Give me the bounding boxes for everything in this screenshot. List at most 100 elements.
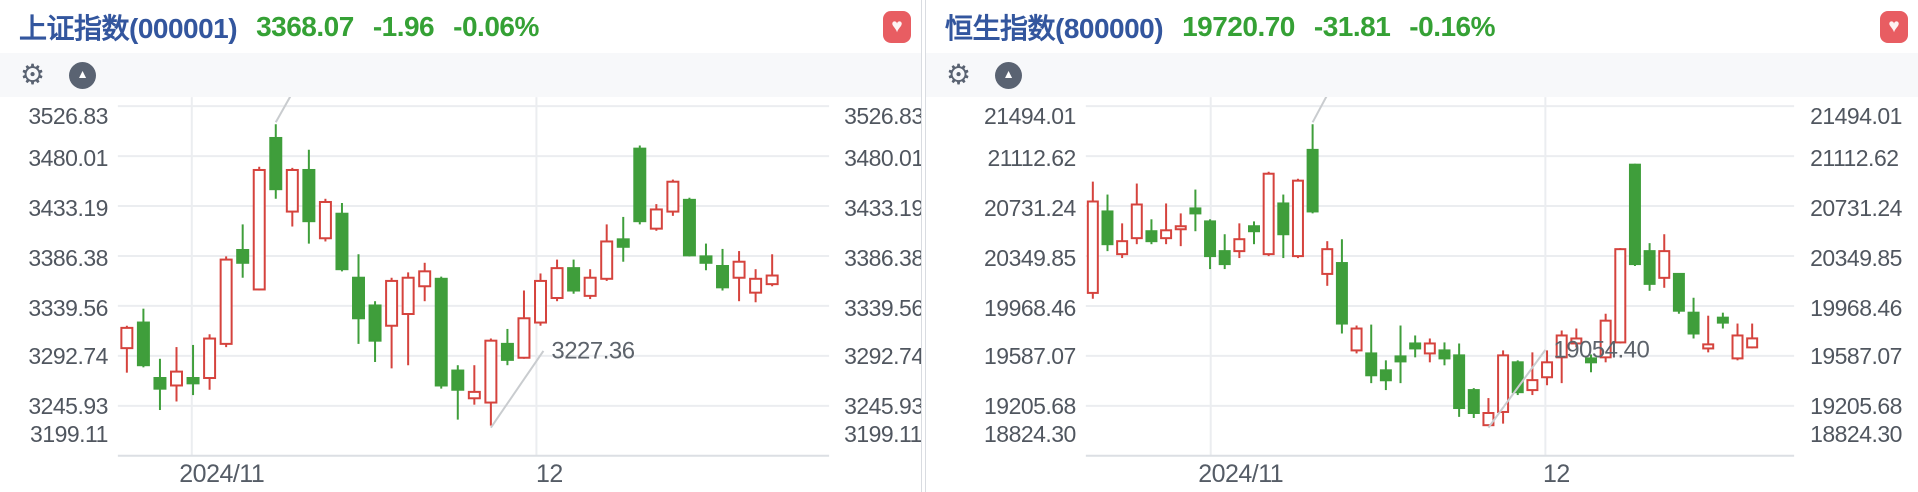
y-axis-label-left: 21494.01 <box>984 103 1076 129</box>
y-axis-label-left: 3245.93 <box>28 393 108 419</box>
candle-body <box>219 258 233 345</box>
y-axis-label-right: 20731.24 <box>1810 195 1903 221</box>
candle-body <box>1145 230 1158 243</box>
index-title[interactable]: 恒生指数(800000) <box>945 12 1164 44</box>
y-axis-label-right: 19968.46 <box>1810 295 1902 321</box>
favorite-button[interactable]: ♥ <box>1880 10 1908 43</box>
candle-body <box>1130 203 1143 240</box>
candle-body <box>1116 240 1129 256</box>
up-triangle-icon: ▲ <box>76 67 89 81</box>
low-annotation-label: 19054.40 <box>1553 336 1649 363</box>
low-annotation-label: 3227.36 <box>551 337 634 364</box>
candle-body <box>252 168 266 291</box>
candle-body <box>1541 361 1554 379</box>
chart-toolbar: ⚙ ▲ <box>926 53 1918 97</box>
y-axis-label-right: 3480.01 <box>844 145 921 171</box>
annotation-leader-line <box>1487 349 1547 429</box>
annotation-leader-line <box>490 350 545 429</box>
candle-body <box>1511 361 1524 394</box>
candle-body <box>1716 316 1729 324</box>
y-axis-label-right: 21494.01 <box>1810 103 1902 129</box>
y-axis-label-left: 3433.19 <box>28 195 108 221</box>
collapse-button[interactable]: ▲ <box>69 61 97 89</box>
candle-body <box>269 136 283 191</box>
candle-body <box>550 267 564 299</box>
candle-body <box>1482 412 1495 427</box>
index-change: -31.81 <box>1313 10 1391 42</box>
candle-body <box>1277 202 1290 236</box>
candle-body <box>1233 238 1246 253</box>
candle-body <box>649 208 663 230</box>
candle-body <box>352 276 366 320</box>
y-axis-label-left: 3526.83 <box>28 103 108 129</box>
candle-body <box>1174 225 1187 231</box>
favorite-button[interactable]: ♥ <box>883 10 911 43</box>
candle-body <box>1160 229 1173 240</box>
candle-body <box>1218 250 1231 266</box>
gear-icon: ⚙ <box>946 58 972 91</box>
candle-body <box>318 200 332 240</box>
candle-body <box>467 390 481 400</box>
settings-button[interactable]: ⚙ <box>20 61 45 89</box>
heart-icon: ♥ <box>891 16 903 37</box>
index-price: 19720.70 <box>1182 10 1295 42</box>
candle-body <box>716 264 730 289</box>
candle-body <box>1086 200 1099 294</box>
collapse-circle: ▲ <box>69 61 97 89</box>
y-axis-label-left: 21112.62 <box>987 145 1075 171</box>
candle-body <box>1321 248 1334 275</box>
y-axis-label-left: 20349.85 <box>984 245 1076 271</box>
candle-body <box>500 342 514 361</box>
candle-body <box>1306 148 1319 213</box>
candle-body <box>236 248 250 264</box>
index-price: 3368.07 <box>256 10 354 42</box>
candle-body <box>1672 272 1685 312</box>
y-axis-label-right: 3292.74 <box>844 343 921 369</box>
y-axis-label-left: 3480.01 <box>28 145 108 171</box>
settings-button[interactable]: ⚙ <box>946 61 971 89</box>
heart-icon: ♥ <box>1888 16 1900 37</box>
candle-body <box>1409 342 1422 350</box>
y-axis-label-left: 3339.56 <box>28 295 108 321</box>
candle-body <box>1394 355 1407 363</box>
candle-body <box>120 326 134 350</box>
panel-header: 恒生指数(800000) 19720.70 -31.81 -0.16% ♥ <box>926 0 1918 53</box>
collapse-button[interactable]: ▲ <box>995 61 1023 89</box>
candle-body <box>285 168 299 213</box>
candle-body <box>1570 337 1583 345</box>
candle-body <box>1731 334 1744 360</box>
plot-background <box>0 97 921 492</box>
candle-body <box>1248 225 1260 233</box>
candle-body <box>699 255 713 264</box>
index-change-pct: -0.06% <box>453 10 539 42</box>
candle-body <box>600 240 614 280</box>
x-axis-label: 2024/11 <box>179 460 264 488</box>
candle-body <box>170 370 183 387</box>
candle-body <box>302 168 316 223</box>
candle-body <box>401 276 415 316</box>
candle-body <box>136 321 150 367</box>
candle-body <box>451 369 465 391</box>
candle-body <box>434 277 448 387</box>
index-title[interactable]: 上证指数(000001) <box>19 12 238 44</box>
index-change-pct: -0.16% <box>1409 10 1496 42</box>
candle-body <box>583 276 597 297</box>
y-axis-label-left: 19587.07 <box>984 343 1076 369</box>
candle-body <box>186 377 200 385</box>
candle-body <box>567 267 581 292</box>
x-axis-label: 2024/11 <box>1198 460 1283 488</box>
candle-body <box>1599 319 1612 359</box>
candle-body <box>534 279 548 324</box>
y-axis-label-right: 20349.85 <box>1810 245 1902 271</box>
candle-body <box>368 304 382 342</box>
candle-body <box>1379 369 1392 382</box>
candle-body <box>1585 357 1597 364</box>
candle-body <box>1467 389 1480 415</box>
candle-body <box>385 279 399 327</box>
candle-body <box>1497 354 1510 413</box>
candle-body <box>418 270 432 288</box>
candle-body <box>1526 379 1539 392</box>
y-axis-label-right: 21112.62 <box>1810 145 1898 171</box>
candle-body <box>1614 248 1627 344</box>
x-axis-label: 12 <box>1543 460 1570 488</box>
